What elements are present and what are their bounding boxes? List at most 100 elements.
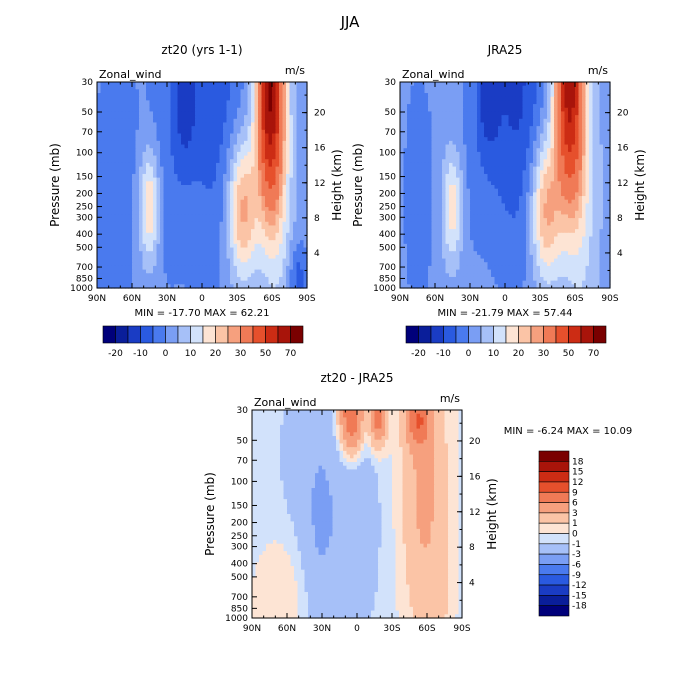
colorbar-swatch [405,325,419,344]
y-right-tick-label: 12 [314,179,325,189]
x-tick-label: 90S [601,294,618,304]
panels: zt20 (yrs 1-1) Zonal_wind m/s 90N 60N 30N 0 30S… [48,43,647,634]
y-tick-label: 150 [76,173,93,183]
variable-label: Zonal_wind [254,396,317,409]
x-tick-label: 60N [123,294,141,304]
panel-2: JRA25 Zonal_wind m/s 90N 60N 30N 0 30S 60S 90S 30 5… [351,43,647,359]
y-tick-label: 700 [76,263,93,273]
y-tick-label: 100 [379,149,396,159]
x-tick-label: 0 [502,294,508,304]
x-tick-label: 30S [228,294,245,304]
colorbar-label: 10 [185,349,197,359]
colorbar-label: -18 [572,602,587,612]
colorbar-swatch [277,325,291,344]
y-right-tick-label: 8 [314,214,320,224]
x-tick-label: 30N [158,294,176,304]
colorbar-label: 20 [513,349,525,359]
y-axis-label: Pressure (mb) [351,143,365,227]
y-tick-label: 500 [76,243,93,253]
colorbar-swatch [538,471,570,483]
field-plot [400,82,611,289]
y-tick-label: 1000 [225,614,248,624]
colorbar-label: 0 [466,349,472,359]
x-tick-label: 0 [199,294,205,304]
colorbar-swatch [165,325,179,344]
y-tick-label: 250 [76,203,93,213]
y-right-tick-label: 16 [314,144,326,154]
min-max-stats: MIN = -6.24 MAX = 10.09 [504,426,633,437]
colorbar-label: 6 [572,499,578,509]
y-tick-label: 70 [385,128,397,138]
y-axis-label: Pressure (mb) [48,143,62,227]
colorbar-swatch [468,325,482,344]
y-tick-label: 200 [76,189,93,199]
y-right-tick-label: 20 [469,437,481,447]
variable-label: Zonal_wind [99,68,162,81]
y-right-tick-label: 8 [617,214,623,224]
colorbar-label: -15 [572,591,587,601]
y-tick-label: 400 [379,230,396,240]
min-max-stats: MIN = -17.70 MAX = 62.21 [135,308,270,319]
units-label: m/s [588,64,608,77]
colorbar-swatch [538,461,570,472]
y-tick-label: 500 [379,243,396,253]
colorbar-swatch [443,325,457,344]
x-tick-label: 60N [278,624,296,634]
y-tick-label: 50 [82,108,94,118]
y-tick-label: 1000 [373,284,396,294]
colorbar-label: 70 [588,349,600,359]
y-tick-label: 100 [76,149,93,159]
colorbar-label: -3 [572,550,581,560]
colorbar-swatch [518,325,532,344]
colorbar-label: -1 [572,540,581,550]
y-right-tick-label: 4 [314,249,320,259]
y-tick-label: 150 [231,501,248,511]
colorbar-swatch [290,325,304,344]
y-tick-label: 500 [231,573,248,583]
x-tick-label: 30S [383,624,400,634]
y-tick-label: 400 [231,560,248,570]
colorbar-swatch [102,325,116,344]
y-right-tick-label: 20 [617,109,629,119]
units-label: m/s [440,392,460,405]
y-tick-label: 200 [231,519,248,529]
colorbar-swatch [555,325,569,344]
colorbar-swatch [538,595,570,606]
y-right-axis-label: Height (km) [633,149,647,220]
panel-title: JRA25 [487,43,523,57]
y-tick-label: 850 [379,274,396,284]
colorbar-swatch [538,450,570,462]
colorbar-swatch [480,325,494,344]
y-right-tick-label: 4 [469,579,475,589]
colorbar-swatch [252,325,266,344]
colorbar-swatch [493,325,507,344]
colorbar-swatch [190,325,204,344]
y-right-tick-label: 4 [617,249,623,259]
y-tick-label: 50 [237,436,249,446]
panel-title: zt20 (yrs 1-1) [161,43,242,57]
colorbar-label: 10 [488,349,500,359]
y-tick-label: 30 [82,78,94,88]
colorbar-label: 9 [572,488,578,498]
colorbar-label: 1 [572,519,578,529]
y-right-axis-label: Height (km) [330,149,344,220]
colorbar-label: 0 [163,349,169,359]
colorbar-label: 70 [285,349,297,359]
colorbar-swatch [538,491,570,503]
colorbar-swatch [538,543,570,555]
y-tick-label: 100 [231,477,248,487]
colorbar-swatch [538,564,570,576]
colorbar-swatch [538,502,570,514]
x-tick-label: 30N [313,624,331,634]
colorbar-swatch [538,574,570,586]
field-plot [97,82,308,289]
y-tick-label: 70 [237,456,249,466]
y-tick-label: 850 [231,604,248,614]
y-tick-label: 250 [231,532,248,542]
colorbar-swatch [580,325,594,344]
y-right-tick-label: 8 [469,543,475,553]
colorbar-swatch [568,325,582,344]
x-tick-label: 90N [391,294,409,304]
colorbar-label: 30 [235,349,247,359]
